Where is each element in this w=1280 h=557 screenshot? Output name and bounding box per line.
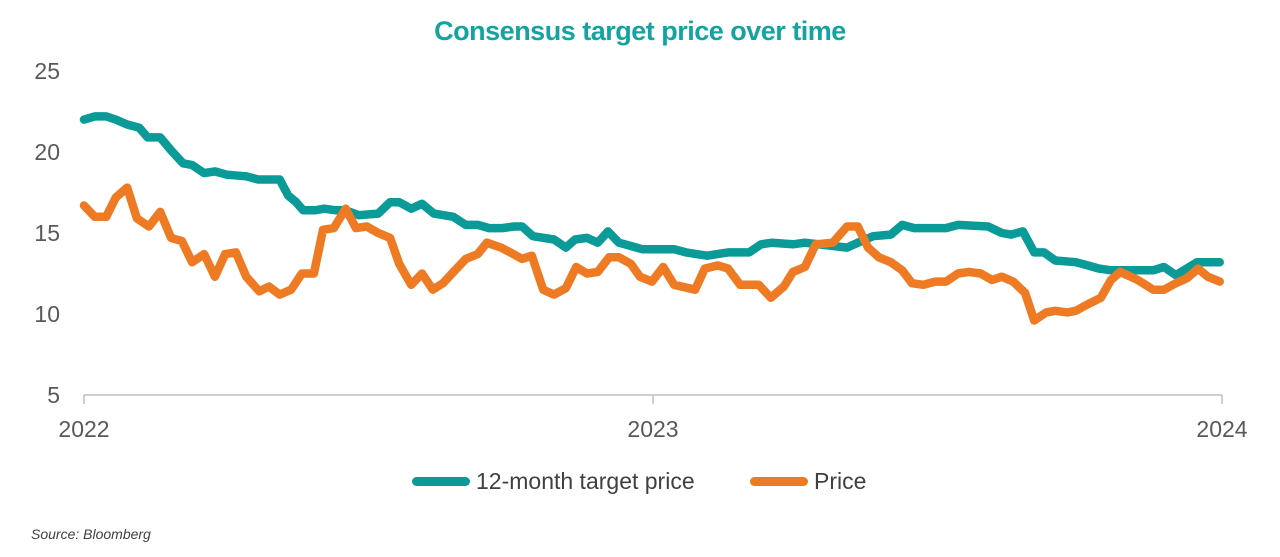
y-tick-label: 25 [34, 58, 60, 84]
chart-title: Consensus target price over time [434, 16, 846, 46]
legend-swatch-price [750, 477, 808, 486]
legend-label-target-price: 12-month target price [476, 468, 695, 494]
x-tick-label: 2024 [1196, 416, 1247, 442]
source-note: Source: Bloomberg [31, 526, 151, 542]
legend-label-price: Price [814, 468, 867, 494]
series-line-target-price [79, 112, 1224, 280]
x-tick-label: 2022 [58, 416, 109, 442]
y-tick-label: 15 [34, 220, 60, 246]
legend-item-price: Price [750, 468, 866, 495]
series-line-price [79, 183, 1224, 325]
legend-swatch-target-price [412, 477, 470, 486]
y-tick-label: 20 [34, 139, 60, 165]
legend: 12-month target price Price [0, 468, 1280, 498]
y-tick-label: 10 [34, 301, 60, 327]
y-tick-label: 5 [47, 382, 60, 408]
x-tick-label: 2023 [627, 416, 678, 442]
legend-item-target-price: 12-month target price [412, 468, 695, 495]
